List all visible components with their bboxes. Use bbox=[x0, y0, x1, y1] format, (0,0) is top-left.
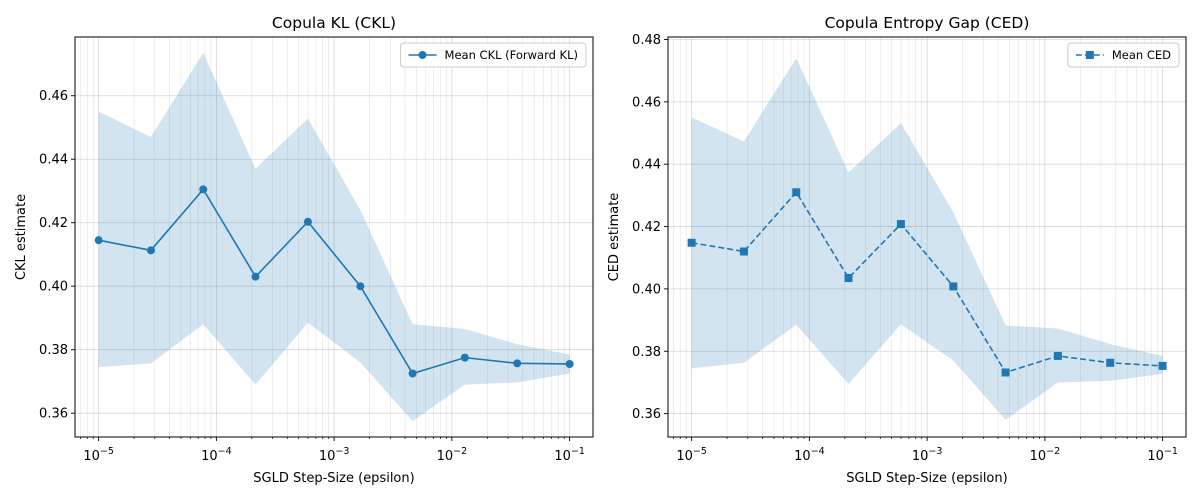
x-tick-label: 10−5 bbox=[83, 446, 114, 464]
data-point bbox=[146, 246, 155, 255]
y-tick-label: 0.36 bbox=[632, 407, 661, 422]
y-axis-label: CED estimate bbox=[607, 193, 622, 282]
x-axis-label: SGLD Step-Size (epsilon) bbox=[846, 471, 1007, 486]
data-point bbox=[687, 238, 696, 247]
y-tick-label: 0.42 bbox=[632, 220, 661, 235]
x-tick-label: 10−1 bbox=[1147, 446, 1178, 464]
legend-marker bbox=[1085, 51, 1094, 59]
legend-box bbox=[400, 42, 587, 68]
chart-title: Copula KL (CKL) bbox=[272, 14, 396, 32]
data-point bbox=[739, 247, 748, 256]
x-tick-label: 10−2 bbox=[437, 446, 468, 464]
y-tick-label: 0.46 bbox=[632, 95, 661, 110]
legend-label: Mean CKL (Forward KL) bbox=[445, 48, 578, 62]
legend-box bbox=[1067, 42, 1180, 68]
data-point bbox=[1053, 351, 1062, 360]
data-point bbox=[460, 353, 469, 362]
confidence-band bbox=[98, 52, 570, 422]
x-tick-label: 10−3 bbox=[912, 446, 943, 464]
data-point bbox=[408, 369, 417, 378]
legend-label: Mean CED bbox=[1112, 48, 1171, 62]
x-axis-label: SGLD Step-Size (epsilon) bbox=[253, 471, 414, 486]
chart-title: Copula Entropy Gap (CED) bbox=[825, 14, 1030, 32]
y-tick-label: 0.44 bbox=[39, 153, 68, 168]
grid bbox=[75, 37, 593, 437]
series-line bbox=[98, 188, 570, 375]
grid bbox=[668, 37, 1186, 437]
data-point bbox=[356, 282, 365, 291]
y-tick-label: 0.42 bbox=[39, 216, 68, 231]
y-tick-label: 0.40 bbox=[39, 280, 68, 295]
data-point bbox=[1001, 368, 1010, 377]
data-point bbox=[792, 188, 801, 197]
y-tick-label: 0.36 bbox=[39, 407, 68, 422]
y-tick-label: 0.48 bbox=[632, 33, 661, 48]
data-point bbox=[949, 282, 958, 291]
y-tick-label: 0.38 bbox=[39, 343, 68, 358]
legend-marker bbox=[418, 51, 427, 59]
x-tick-label: 10−5 bbox=[676, 446, 707, 464]
series-line bbox=[691, 190, 1163, 374]
data-point bbox=[896, 220, 905, 229]
data-point bbox=[1158, 361, 1167, 370]
legend: Mean CKL (Forward KL) bbox=[400, 42, 587, 68]
y-tick-label: 0.38 bbox=[632, 345, 661, 360]
panel-1: 10−5 10−4 10−3 10−2 10−1 0.36 0.38 0.40 0.42 0.44… bbox=[14, 14, 594, 486]
x-tick-label: 10−1 bbox=[554, 446, 585, 464]
x-tick-label: 10−4 bbox=[794, 446, 825, 464]
x-tick-label: 10−3 bbox=[319, 446, 350, 464]
x-tick-label: 10−2 bbox=[1030, 446, 1061, 464]
data-point bbox=[251, 272, 260, 281]
confidence-band bbox=[691, 58, 1163, 420]
data-point bbox=[199, 185, 208, 194]
data-point bbox=[1106, 358, 1115, 367]
data-point bbox=[303, 217, 312, 226]
y-tick-label: 0.46 bbox=[39, 89, 68, 104]
legend: Mean CED bbox=[1067, 42, 1180, 68]
y-tick-label: 0.40 bbox=[632, 282, 661, 297]
data-point bbox=[513, 359, 522, 368]
data-point bbox=[844, 273, 853, 282]
y-axis-label: CKL estimate bbox=[14, 194, 29, 280]
panel-2: 10−5 10−4 10−3 10−2 10−1 0.36 0.38 0.40 0.42 0.44… bbox=[607, 14, 1187, 486]
x-tick-label: 10−4 bbox=[201, 446, 232, 464]
data-point bbox=[94, 236, 103, 245]
y-tick-label: 0.44 bbox=[632, 158, 661, 173]
data-point bbox=[565, 359, 574, 368]
